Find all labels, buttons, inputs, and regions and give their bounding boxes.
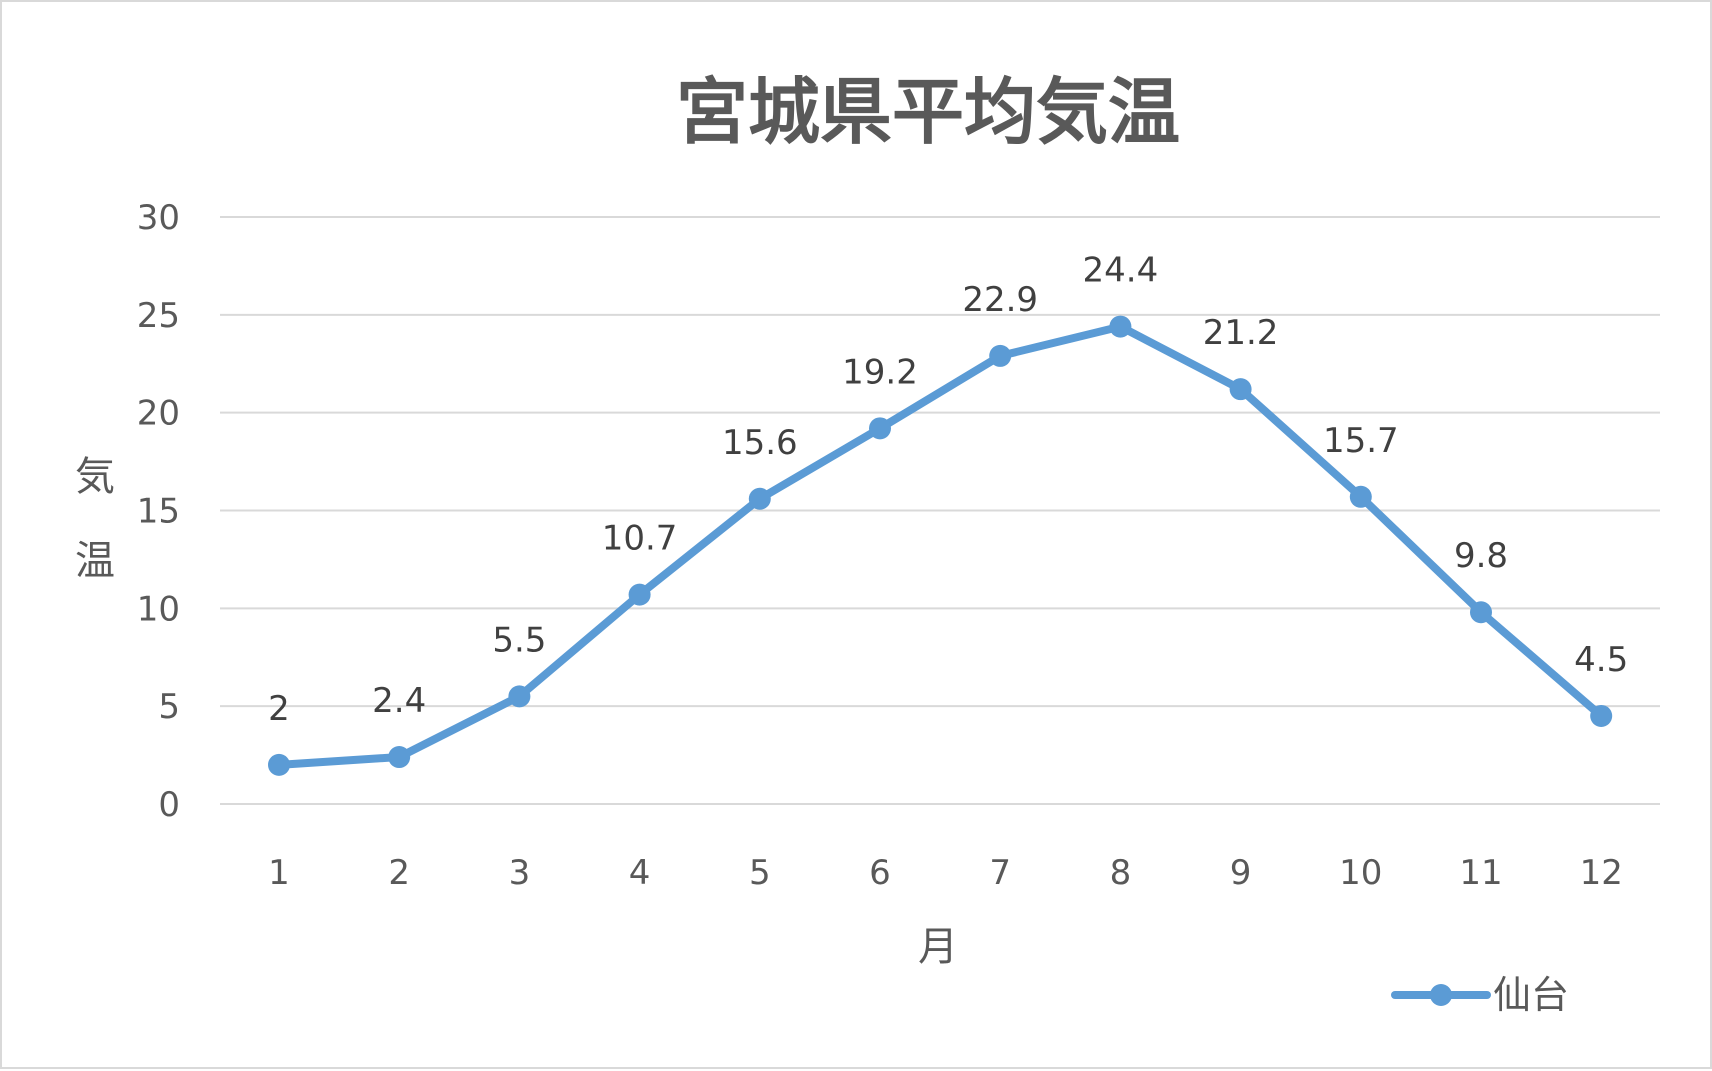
data-label: 21.2	[1203, 313, 1279, 353]
data-point-marker	[989, 344, 1012, 367]
data-label: 10.7	[602, 519, 678, 559]
y-axis-title-char: 温	[75, 538, 115, 584]
y-axis-title-char: 気	[75, 454, 115, 500]
y-tick-label: 0	[158, 785, 180, 825]
x-tick-label: 4	[629, 853, 651, 893]
data-point-marker	[869, 417, 891, 440]
data-point-marker	[508, 685, 531, 708]
x-tick-label: 10	[1339, 853, 1382, 893]
y-tick-label: 10	[137, 589, 180, 629]
data-point-marker	[388, 746, 411, 769]
data-label: 9.8	[1454, 536, 1508, 576]
x-tick-labels: 1 2 3 4 5 6 7 8 9 10 11 12	[268, 853, 1623, 893]
legend: 仙台	[1391, 973, 1569, 1017]
y-tick-labels: 0 5 10 15 20 25 30	[137, 198, 180, 825]
x-tick-label: 1	[268, 853, 290, 893]
x-tick-label: 9	[1230, 853, 1252, 893]
data-point-marker	[628, 583, 651, 606]
x-axis-title: 月	[918, 924, 958, 970]
x-tick-label: 8	[1110, 853, 1132, 893]
data-point-marker	[1590, 704, 1613, 727]
data-label: 5.5	[492, 620, 546, 660]
x-tick-label: 6	[869, 853, 891, 893]
chart-title: 宮城県平均気温	[676, 70, 1180, 154]
y-tick-label: 25	[137, 296, 180, 336]
x-tick-label: 5	[749, 853, 771, 893]
data-label: 22.9	[962, 280, 1038, 320]
data-point-marker	[268, 753, 290, 776]
series-polyline	[275, 322, 1606, 769]
data-point-marker	[1229, 378, 1252, 401]
gridlines	[220, 216, 1660, 805]
legend-marker	[1430, 984, 1452, 1006]
data-point-marker	[748, 487, 771, 510]
data-label: 24.4	[1083, 251, 1159, 291]
data-point-marker	[1470, 601, 1492, 624]
y-axis-title: 気温	[75, 454, 115, 584]
data-label: 15.6	[722, 423, 798, 463]
data-label: 15.7	[1323, 421, 1399, 461]
data-labels: 2 2.4 5.5 10.7 15.6 19.2 22.9 24.4 21.2 15.7 9.8 4.…	[268, 251, 1628, 729]
legend-label: 仙台	[1493, 973, 1569, 1017]
y-tick-label: 30	[137, 198, 180, 238]
y-tick-label: 20	[137, 394, 180, 434]
x-tick-label: 11	[1459, 853, 1502, 893]
x-tick-label: 12	[1580, 853, 1623, 893]
x-tick-label: 7	[989, 853, 1011, 893]
data-point-marker	[1349, 485, 1372, 508]
y-tick-label: 5	[158, 687, 180, 727]
x-tick-label: 2	[388, 853, 410, 893]
data-point-marker	[1109, 315, 1132, 338]
series-line	[268, 315, 1613, 776]
data-label: 2.4	[372, 681, 426, 721]
data-label: 19.2	[842, 352, 918, 392]
x-tick-label: 3	[509, 853, 531, 893]
y-tick-label: 15	[137, 492, 180, 532]
data-label: 4.5	[1574, 640, 1628, 680]
data-label: 2	[268, 689, 290, 729]
